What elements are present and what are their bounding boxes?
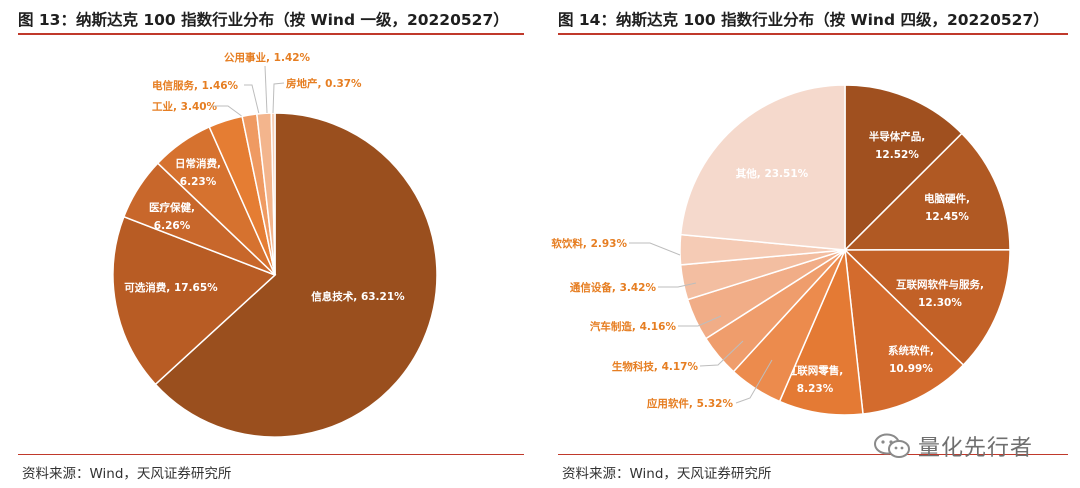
- watermark-text: 量化先行者: [918, 436, 1034, 461]
- left-chart-title: 图 13：纳斯达克 100 指数行业分布（按 Wind 一级，20220527）: [18, 11, 509, 29]
- left-figure-panel: 图 13：纳斯达克 100 指数行业分布（按 Wind 一级，20220527）…: [18, 11, 524, 482]
- right-slice-3: [844, 248, 965, 415]
- right-data-label-2: 互联网软件与服务, 12.30%: [896, 278, 984, 309]
- left-leader-line-4: [212, 105, 244, 118]
- right-source-note: 资料来源：Wind，天风证券研究所: [562, 466, 772, 482]
- right-pie-chart: 半导体产品, 12.52% 电脑硬件, 12.45% 互联网软件与服务, 12.30% 系统…: [551, 84, 1011, 416]
- right-title-divider: [558, 33, 1068, 35]
- right-data-label-3: 系统软件, 10.99%: [888, 344, 934, 375]
- right-data-label-6: 生物科技, 4.17%: [612, 360, 699, 373]
- left-source-divider: [18, 454, 524, 455]
- right-leader-line-6: [699, 340, 744, 367]
- right-data-label-5: 应用软件, 5.32%: [647, 397, 734, 410]
- right-data-label-10: 其他, 23.51%: [736, 167, 809, 180]
- left-source-note: 资料来源：Wind，天风证券研究所: [22, 466, 232, 482]
- left-leader-line-7: [272, 82, 285, 114]
- right-figure-panel: 图 14：纳斯达克 100 指数行业分布（按 Wind 四级，20220527）…: [540, 0, 1080, 488]
- left-slice-7: [270, 112, 276, 276]
- right-data-label-9: 软饮料, 2.93%: [551, 237, 627, 250]
- right-data-label-0: 半导体产品, 12.52%: [869, 130, 926, 161]
- left-data-label-4: 工业, 3.40%: [152, 100, 218, 113]
- right-slice-2: [843, 248, 1011, 367]
- right-slice-10: [679, 84, 846, 251]
- right-data-label-1: 电脑硬件, 12.45%: [924, 192, 970, 223]
- right-leader-line-5: [735, 359, 773, 404]
- left-pie-chart: 信息技术, 63.21% 可选消费, 17.65% 医疗保健, 6.26% 日常消费, 6…: [112, 51, 438, 438]
- right-source-divider: [558, 454, 1068, 455]
- right-data-label-4: 互联网零售, 8.23%: [787, 364, 844, 395]
- left-leader-line-6: [264, 65, 268, 114]
- wechat-icon: [874, 433, 910, 458]
- right-data-label-8: 通信设备, 3.42%: [570, 281, 657, 294]
- left-data-label-2: 医疗保健, 6.26%: [149, 201, 195, 232]
- left-data-label-7: 房地产, 0.37%: [286, 77, 362, 90]
- left-data-label-6: 公用事业, 1.42%: [224, 51, 311, 64]
- right-leader-line-8: [658, 282, 697, 288]
- right-chart-title: 图 14：纳斯达克 100 指数行业分布（按 Wind 四级，20220527）: [558, 11, 1049, 29]
- left-title-divider: [18, 33, 524, 35]
- right-leader-line-9: [629, 242, 681, 256]
- left-slice-0: [154, 112, 438, 438]
- left-data-label-0: 信息技术, 63.21%: [311, 290, 405, 303]
- right-slice-1: [843, 132, 1011, 251]
- left-slice-1: [112, 215, 277, 386]
- right-data-label-7: 汽车制造, 4.16%: [590, 320, 677, 333]
- left-data-label-3: 日常消费, 6.23%: [175, 157, 221, 188]
- left-data-label-5: 电信服务, 1.46%: [152, 79, 239, 92]
- left-leader-line-5: [244, 84, 260, 115]
- left-data-label-1: 可选消费, 17.65%: [124, 281, 218, 294]
- right-slice-0: [844, 84, 963, 252]
- right-leader-line-7: [678, 315, 722, 327]
- watermark: 量化先行者: [872, 430, 1033, 462]
